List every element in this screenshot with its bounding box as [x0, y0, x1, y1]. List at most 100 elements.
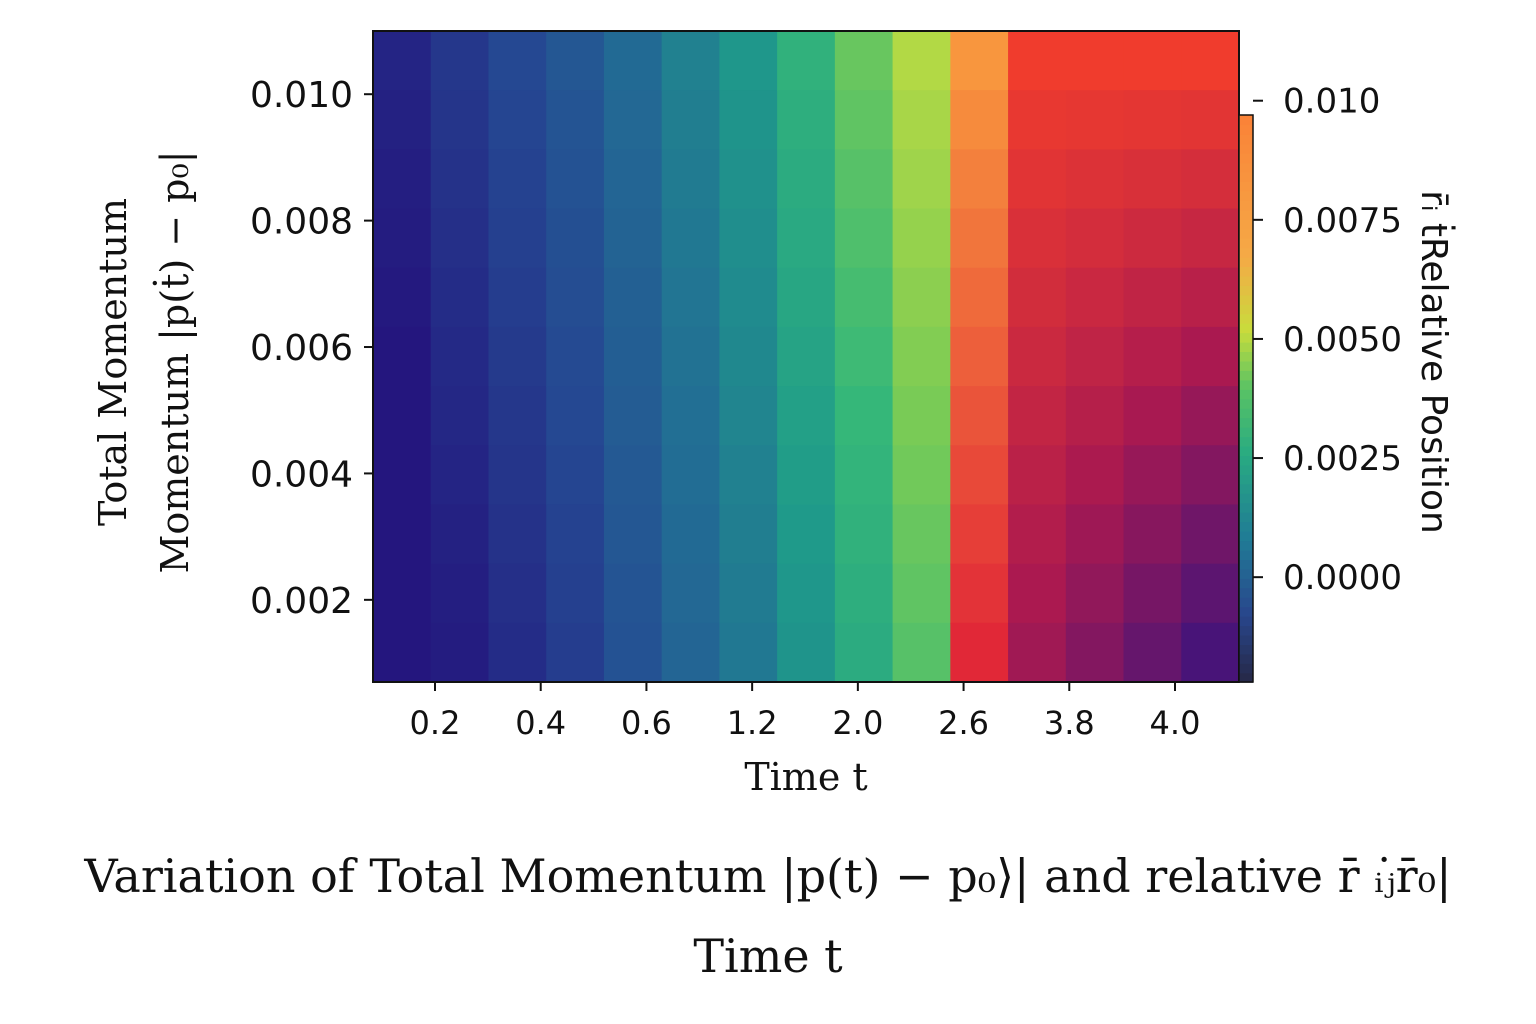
- heatmap-cell: [546, 31, 605, 91]
- heatmap-cell: [488, 90, 547, 151]
- colorbar-segment: [1239, 417, 1253, 428]
- colorbar-segment: [1239, 615, 1253, 627]
- colorbar-segment: [1239, 559, 1253, 570]
- colorbar-segment: [1239, 266, 1253, 277]
- heatmap-cell: [719, 149, 778, 210]
- heatmap-cell: [546, 208, 605, 269]
- heatmap-cell: [430, 504, 490, 565]
- colorbar-segment: [1239, 398, 1253, 409]
- heatmap-cell: [950, 622, 1009, 683]
- heatmap-cell: [430, 622, 490, 683]
- heatmap-cell: [777, 326, 836, 387]
- heatmap-cell: [603, 386, 663, 447]
- heatmap-cell: [1008, 149, 1067, 210]
- colorbar-segment: [1239, 502, 1253, 513]
- colorbar-segment: [1239, 445, 1253, 456]
- heatmap-cell: [1008, 622, 1067, 683]
- colorbar-segment: [1239, 152, 1253, 164]
- colorbar-title: r̄ᵢ ṫRelative Position: [1413, 190, 1456, 534]
- colorbar-segment: [1239, 578, 1253, 589]
- heatmap-cell: [834, 326, 894, 387]
- heatmap-cell: [1065, 326, 1125, 387]
- colorbar-segment: [1239, 200, 1253, 211]
- heatmap-cell: [373, 90, 432, 151]
- heatmap-cell: [373, 31, 432, 91]
- colorbar-segment: [1239, 115, 1253, 126]
- y-axis: 0.002 0.004 0.006 0.008 0.010: [250, 75, 373, 622]
- colorbar-segment: [1239, 634, 1253, 645]
- heatmap-cell: [1181, 504, 1240, 565]
- colorbar-segment: [1239, 549, 1253, 560]
- heatmap-cell: [719, 445, 778, 506]
- heatmap-cell: [1181, 622, 1240, 683]
- heatmap-cell: [1123, 31, 1183, 91]
- heatmap-cell: [777, 445, 836, 506]
- heatmap-cell: [1123, 149, 1183, 210]
- colorbar-segment: [1239, 143, 1253, 154]
- heatmap-cell: [1065, 504, 1125, 565]
- heatmap-cell: [373, 267, 432, 328]
- heatmap-cell: [892, 445, 952, 506]
- colorbar-segment: [1239, 606, 1253, 617]
- heatmap-cell: [603, 31, 663, 91]
- heatmap-cell: [950, 504, 1009, 565]
- heatmap-cell: [950, 386, 1009, 447]
- heatmap-cell: [777, 267, 836, 328]
- heatmap-cell: [603, 149, 663, 210]
- colorbar-segment: [1239, 209, 1253, 220]
- heatmap-cell: [1181, 267, 1240, 328]
- heatmap-cell: [661, 90, 721, 151]
- heatmap-cell: [661, 563, 721, 624]
- heatmap-cell: [603, 267, 663, 328]
- heatmap-cell: [546, 622, 605, 683]
- colorbar-segment: [1239, 332, 1253, 343]
- colorbar-segment: [1239, 483, 1253, 494]
- heatmap-cell: [430, 267, 490, 328]
- heatmap-cell: [546, 504, 605, 565]
- heatmap-cell: [1008, 504, 1067, 565]
- heatmap-cell: [892, 31, 952, 91]
- heatmap-cell: [488, 326, 547, 387]
- heatmap-cell: [777, 622, 836, 683]
- heatmap-cell: [834, 31, 894, 91]
- heatmap-cell: [834, 563, 894, 624]
- heatmap-cell: [777, 208, 836, 269]
- colorbar-segment: [1239, 313, 1253, 324]
- colorbar-segment: [1239, 587, 1253, 598]
- heatmap-cell: [1123, 267, 1183, 328]
- heatmap-cell: [1065, 149, 1125, 210]
- heatmap-cell: [719, 563, 778, 624]
- colorbar-segment: [1239, 493, 1253, 504]
- colorbar-tick-label: 0.0025: [1283, 439, 1402, 479]
- heatmap-cell: [834, 90, 894, 151]
- heatmap-cell: [719, 31, 778, 91]
- heatmap-cell: [1181, 563, 1240, 624]
- heatmap-cell: [1123, 326, 1183, 387]
- heatmap-cell: [546, 563, 605, 624]
- heatmap-cell: [661, 149, 721, 210]
- heatmap-cell: [1181, 149, 1240, 210]
- heatmap-cell: [1181, 445, 1240, 506]
- heatmap-cell: [546, 386, 605, 447]
- heatmap-cell: [1123, 504, 1183, 565]
- heatmap-cell: [603, 445, 663, 506]
- heatmap-cell: [834, 149, 894, 210]
- heatmap-cell: [1008, 31, 1067, 91]
- x-axis: 0.2 0.4 0.6 1.2 2.0 2.6 3.8 4.0: [410, 682, 1200, 742]
- heatmap-cell: [661, 622, 721, 683]
- heatmap-cell: [430, 90, 490, 151]
- y-tick-label: 0.004: [250, 454, 353, 495]
- colorbar-segment: [1239, 285, 1253, 296]
- colorbar-segment: [1239, 663, 1253, 674]
- heatmap-cell: [1065, 31, 1125, 91]
- heatmap-cell: [488, 31, 547, 91]
- figure-title-line1: Variation of Total Momentum |p(t) − p₀⟩|…: [83, 849, 1451, 903]
- heatmap-cell: [777, 31, 836, 91]
- heatmap-cell: [1008, 326, 1067, 387]
- heatmap-cell: [1123, 386, 1183, 447]
- heatmap-cell: [950, 149, 1009, 210]
- colorbar-segment: [1239, 511, 1253, 523]
- heatmap-cell: [719, 386, 778, 447]
- heatmap-cell: [1008, 267, 1067, 328]
- y-tick-label: 0.002: [250, 581, 353, 622]
